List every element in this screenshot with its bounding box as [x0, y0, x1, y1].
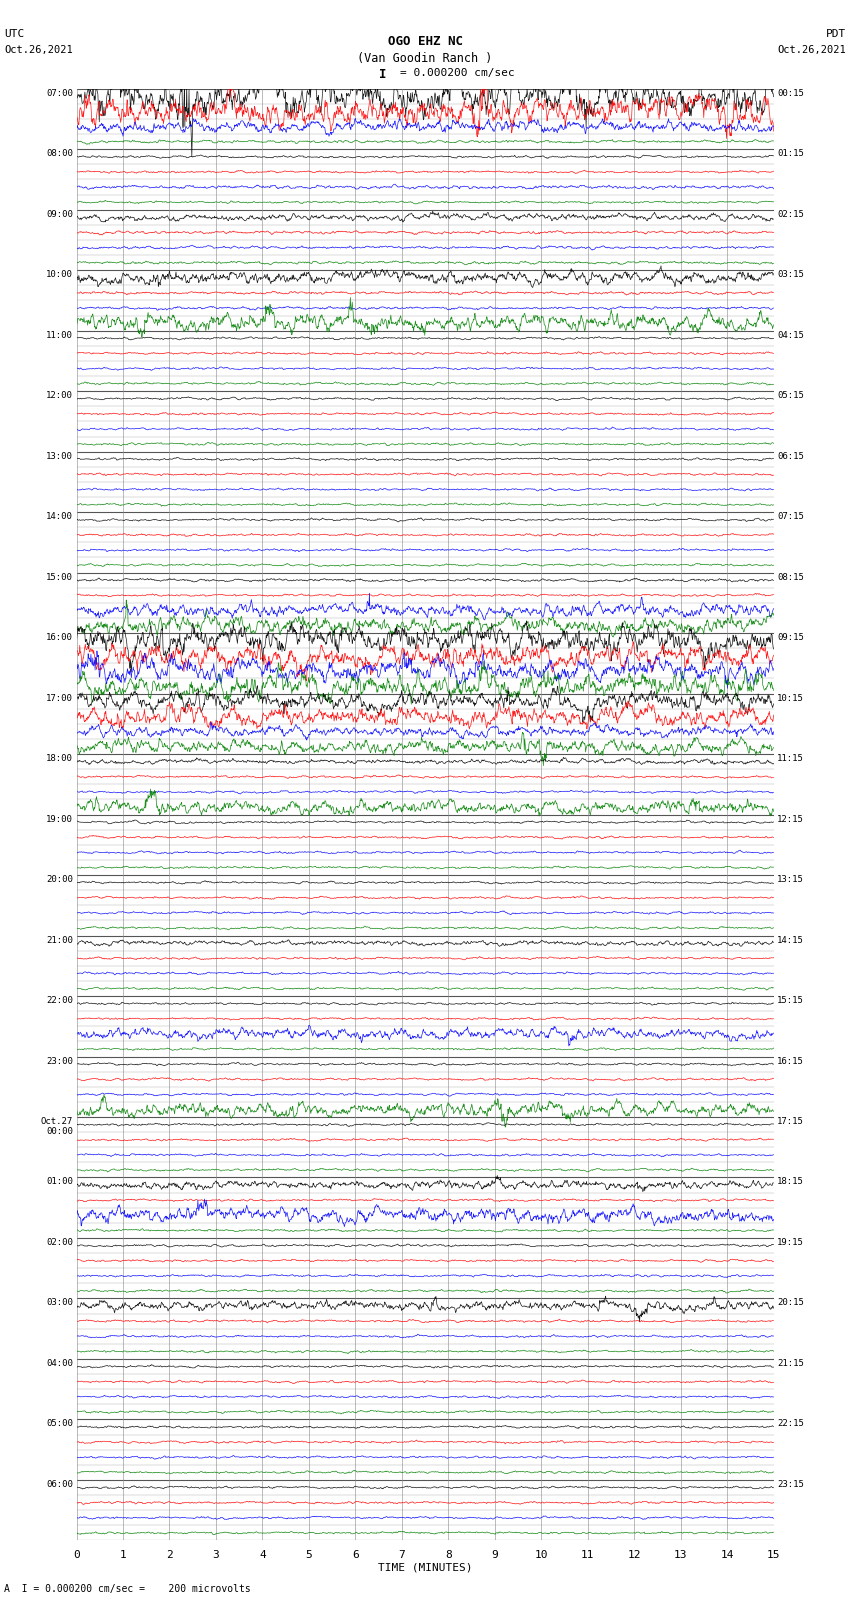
Text: 15:15: 15:15	[777, 997, 804, 1005]
Text: 23:00: 23:00	[46, 1057, 73, 1066]
Text: 18:15: 18:15	[777, 1177, 804, 1187]
Text: 22:00: 22:00	[46, 997, 73, 1005]
Text: 18:00: 18:00	[46, 755, 73, 763]
Text: 16:00: 16:00	[46, 634, 73, 642]
Text: 19:00: 19:00	[46, 815, 73, 824]
Text: PDT: PDT	[825, 29, 846, 39]
X-axis label: TIME (MINUTES): TIME (MINUTES)	[377, 1563, 473, 1573]
Text: 01:00: 01:00	[46, 1177, 73, 1187]
Text: 10:15: 10:15	[777, 694, 804, 703]
Text: 16:15: 16:15	[777, 1057, 804, 1066]
Text: 02:15: 02:15	[777, 210, 804, 219]
Text: I: I	[379, 68, 386, 81]
Text: 07:00: 07:00	[46, 89, 73, 98]
Text: 06:00: 06:00	[46, 1481, 73, 1489]
Text: 03:15: 03:15	[777, 271, 804, 279]
Text: 13:15: 13:15	[777, 876, 804, 884]
Text: 23:15: 23:15	[777, 1481, 804, 1489]
Text: 20:15: 20:15	[777, 1298, 804, 1308]
Text: 10:00: 10:00	[46, 271, 73, 279]
Text: 09:15: 09:15	[777, 634, 804, 642]
Text: 05:00: 05:00	[46, 1419, 73, 1429]
Text: 13:00: 13:00	[46, 452, 73, 461]
Text: 06:15: 06:15	[777, 452, 804, 461]
Text: 09:00: 09:00	[46, 210, 73, 219]
Text: 11:15: 11:15	[777, 755, 804, 763]
Text: 15:00: 15:00	[46, 573, 73, 582]
Text: 00:00: 00:00	[46, 1127, 73, 1136]
Text: 14:15: 14:15	[777, 936, 804, 945]
Text: 20:00: 20:00	[46, 876, 73, 884]
Text: 17:00: 17:00	[46, 694, 73, 703]
Text: Oct.26,2021: Oct.26,2021	[777, 45, 846, 55]
Text: 12:15: 12:15	[777, 815, 804, 824]
Text: 04:15: 04:15	[777, 331, 804, 340]
Text: OGO EHZ NC: OGO EHZ NC	[388, 35, 462, 48]
Text: 01:15: 01:15	[777, 150, 804, 158]
Text: 07:15: 07:15	[777, 513, 804, 521]
Text: 11:00: 11:00	[46, 331, 73, 340]
Text: 04:00: 04:00	[46, 1358, 73, 1368]
Text: 00:15: 00:15	[777, 89, 804, 98]
Text: 21:00: 21:00	[46, 936, 73, 945]
Text: UTC: UTC	[4, 29, 25, 39]
Text: 14:00: 14:00	[46, 513, 73, 521]
Text: 17:15: 17:15	[777, 1118, 804, 1126]
Text: 05:15: 05:15	[777, 392, 804, 400]
Text: 08:15: 08:15	[777, 573, 804, 582]
Text: A  I = 0.000200 cm/sec =    200 microvolts: A I = 0.000200 cm/sec = 200 microvolts	[4, 1584, 251, 1594]
Text: Oct.27: Oct.27	[41, 1118, 73, 1126]
Text: (Van Goodin Ranch ): (Van Goodin Ranch )	[357, 52, 493, 65]
Text: 02:00: 02:00	[46, 1239, 73, 1247]
Text: 03:00: 03:00	[46, 1298, 73, 1308]
Text: 19:15: 19:15	[777, 1239, 804, 1247]
Text: Oct.26,2021: Oct.26,2021	[4, 45, 73, 55]
Text: 21:15: 21:15	[777, 1358, 804, 1368]
Text: 08:00: 08:00	[46, 150, 73, 158]
Text: = 0.000200 cm/sec: = 0.000200 cm/sec	[400, 68, 514, 77]
Text: 22:15: 22:15	[777, 1419, 804, 1429]
Text: 12:00: 12:00	[46, 392, 73, 400]
